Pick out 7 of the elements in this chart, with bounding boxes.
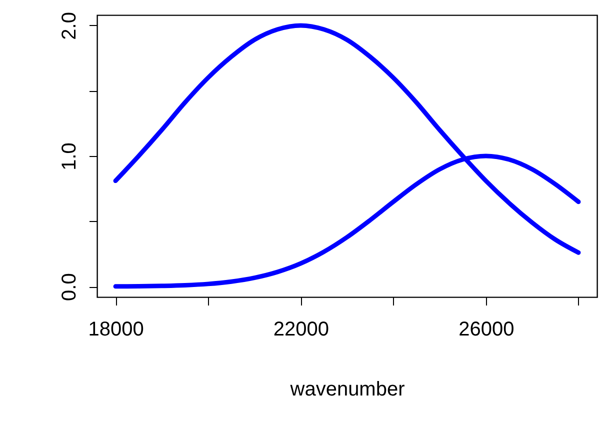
x-tick-label: 22000 bbox=[273, 318, 330, 340]
y-tick-label: 1.0 bbox=[58, 142, 80, 170]
x-tick-label: 26000 bbox=[458, 318, 514, 340]
x-axis-title: wavenumber bbox=[289, 378, 406, 400]
x-tick-label: 18000 bbox=[88, 318, 144, 340]
y-tick-label: 2.0 bbox=[58, 12, 80, 40]
y-tick-label: 0.0 bbox=[58, 273, 80, 301]
